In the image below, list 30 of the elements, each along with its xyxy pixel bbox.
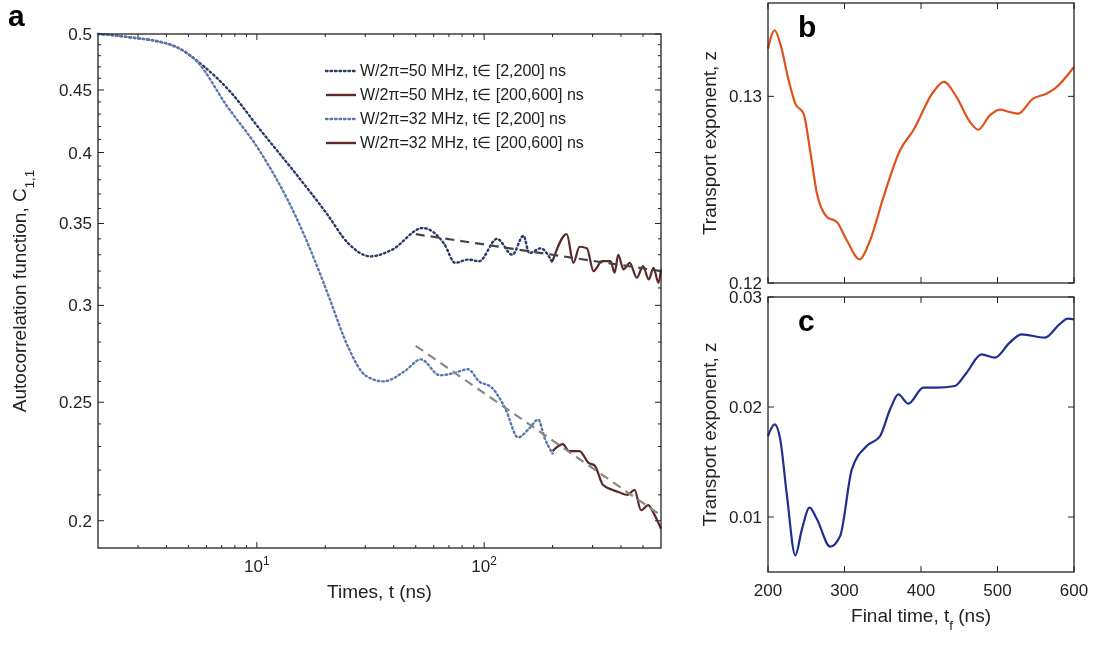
y-tick-label: 0.02 bbox=[728, 398, 762, 417]
y-tick-label: 0.03 bbox=[728, 288, 762, 307]
y-tick-label: 0.2 bbox=[68, 511, 92, 531]
chart-title: b bbox=[798, 10, 817, 43]
legend-label: W/2π=50 MHz, t∈ [200,600] ns bbox=[360, 86, 584, 103]
y-tick-label: 0.01 bbox=[728, 508, 762, 527]
y-axis-title: Transport exponent, z bbox=[699, 50, 720, 236]
line-series bbox=[766, 317, 1076, 557]
legend-label: W/2π=32 MHz, t∈ [2,200] ns bbox=[360, 110, 567, 127]
chart-title: c bbox=[798, 304, 815, 337]
x-tick-label: 10$^{2}$ bbox=[471, 554, 498, 576]
y-tick-label: 0.35 bbox=[58, 214, 92, 234]
x-tick-label: 10$^{1}$ bbox=[244, 554, 271, 576]
y-axis-title: Transport exponent, z bbox=[699, 342, 720, 527]
x-axis-title: Times, t (ns) bbox=[327, 581, 432, 602]
y-tick-label: 0.13 bbox=[728, 87, 762, 107]
y-tick-label: 0.4 bbox=[68, 143, 92, 163]
y-tick-label: 0.3 bbox=[68, 296, 92, 316]
x-tick-label: 500 bbox=[983, 581, 1012, 600]
chart-title: a bbox=[8, 0, 25, 32]
legend-label: W/2π=32 MHz, t∈ [200,600] ns bbox=[360, 134, 584, 151]
x-tick-label: 400 bbox=[906, 581, 936, 600]
y-tick-label: 0.45 bbox=[58, 80, 92, 100]
legend-label: W/2π=50 MHz, t∈ [2,200] ns bbox=[360, 62, 567, 79]
x-tick-label: 600 bbox=[1059, 581, 1089, 600]
x-tick-label: 200 bbox=[753, 581, 783, 600]
y-tick-label: 0.25 bbox=[58, 393, 92, 413]
x-axis-title: Final time, t$_{f}$ (ns) bbox=[851, 605, 991, 633]
x-tick-label: 300 bbox=[830, 581, 859, 600]
y-tick-label: 0.5 bbox=[68, 25, 92, 44]
